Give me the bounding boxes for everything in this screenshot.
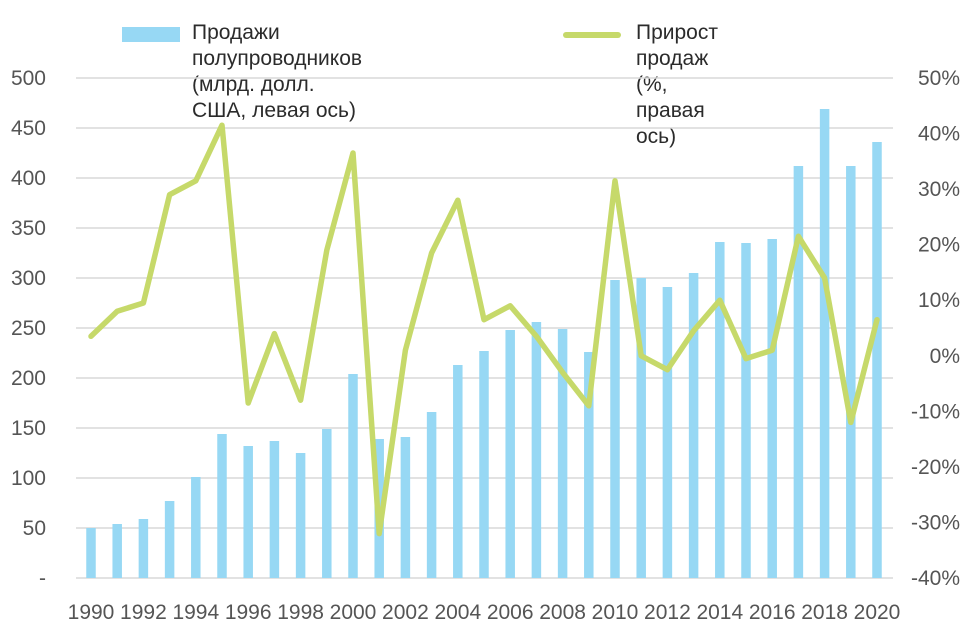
y-left-tick-label: 450 (11, 117, 46, 140)
y-left-tick-label: 300 (11, 267, 46, 290)
y-axis-left-labels: - 50 100 150 200 250 300 350 400 450 500 (11, 67, 46, 590)
bars-sales (86, 109, 882, 578)
legend-swatch-growth-line (563, 32, 621, 38)
y-left-tick-label: 200 (11, 367, 46, 390)
bar-2016 (767, 239, 777, 578)
y-right-tick-label: 10% (918, 289, 960, 312)
bar-2013 (688, 273, 699, 578)
y-left-tick-label: 400 (11, 167, 46, 190)
bar-1995 (217, 434, 227, 578)
bar-2004 (453, 365, 463, 578)
y-right-tick-label: 40% (918, 123, 960, 146)
bar-2009 (584, 352, 594, 578)
bar-2010 (610, 280, 620, 578)
y-right-tick-label: 20% (918, 234, 960, 257)
x-tick-label: 2004 (434, 601, 481, 624)
y-right-tick-label: -20% (911, 456, 960, 479)
bar-1998 (295, 453, 306, 578)
x-tick-label: 2018 (801, 601, 848, 624)
bar-2005 (479, 351, 489, 578)
x-tick-label: 1998 (277, 601, 324, 624)
bar-2019 (846, 166, 856, 578)
x-tick-label: 1996 (225, 601, 272, 624)
x-tick-label: 1990 (68, 601, 115, 624)
bar-2017 (793, 166, 804, 578)
y-right-tick-label: -40% (911, 567, 960, 590)
legend-swatch-sales-bar (122, 27, 180, 42)
bar-2020 (872, 142, 882, 578)
x-tick-label: 1994 (172, 601, 219, 624)
x-tick-label: 2008 (539, 601, 586, 624)
bar-1993 (164, 501, 175, 578)
bar-2012 (662, 287, 673, 578)
y-right-tick-label: -30% (911, 511, 960, 534)
y-left-tick-label: 50 (23, 517, 46, 540)
legend-label-sales-line1: Продажи полупроводников (192, 21, 363, 70)
x-tick-label: 2020 (854, 601, 901, 624)
bar-2007 (531, 322, 542, 578)
x-tick-label: 2002 (382, 601, 429, 624)
bar-2002 (400, 437, 411, 578)
bar-1992 (138, 519, 149, 578)
bar-2014 (715, 242, 725, 578)
x-tick-label: 2012 (644, 601, 691, 624)
y-left-tick-label: 250 (11, 317, 46, 340)
bar-2011 (636, 278, 646, 578)
x-tick-label: 2014 (696, 601, 743, 624)
bar-2006 (505, 330, 515, 578)
legend-label-growth-line1: Прирост продаж (636, 21, 718, 70)
bar-2008 (557, 329, 568, 578)
bar-1999 (322, 429, 332, 578)
bar-2015 (741, 243, 751, 578)
y-left-tick-label: 150 (11, 417, 46, 440)
bar-2003 (426, 412, 437, 578)
bar-1997 (269, 441, 280, 578)
bar-1996 (243, 446, 253, 578)
y-right-tick-label: 0% (930, 345, 960, 368)
y-left-tick-label: 100 (11, 467, 46, 490)
y-left-tick-label: - (39, 567, 46, 590)
y-left-tick-label: 350 (11, 217, 46, 240)
y-axis-right-labels: -40% -30% -20% -10% 0% 10% 20% 30% 40% 50% (911, 67, 960, 590)
bar-1990 (86, 528, 96, 578)
bar-1991 (112, 524, 122, 578)
bar-1994 (191, 477, 201, 578)
x-tick-label: 2000 (330, 601, 377, 624)
y-right-tick-label: -10% (911, 400, 960, 423)
bar-2018 (819, 109, 830, 578)
x-tick-label: 2016 (749, 601, 796, 624)
y-right-tick-label: 50% (918, 67, 960, 90)
x-axis-labels: 1990 1992 1994 1996 1998 2000 2002 2004 2006 2008… (68, 601, 901, 624)
x-tick-label: 2010 (592, 601, 639, 624)
bar-2000 (348, 374, 358, 578)
x-tick-label: 1992 (120, 601, 167, 624)
line-growth (88, 122, 880, 537)
x-tick-label: 2006 (487, 601, 534, 624)
y-right-tick-label: 30% (918, 178, 960, 201)
y-left-tick-label: 500 (11, 67, 46, 90)
